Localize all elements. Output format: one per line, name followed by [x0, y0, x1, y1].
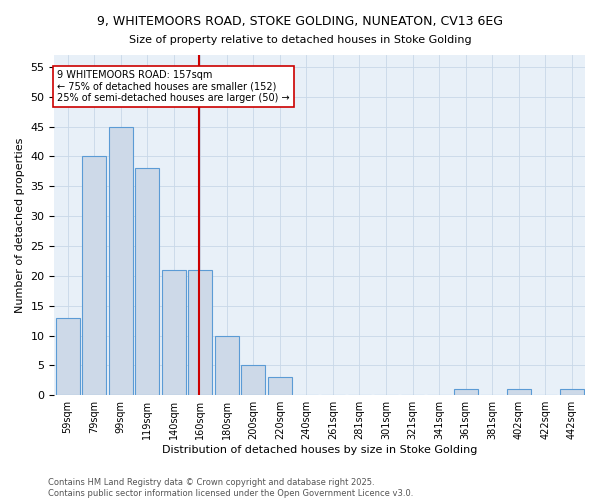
Bar — [82, 156, 106, 395]
Text: Size of property relative to detached houses in Stoke Golding: Size of property relative to detached ho… — [128, 35, 472, 45]
Bar — [241, 366, 265, 395]
Bar — [454, 389, 478, 395]
Bar — [56, 318, 80, 395]
Bar — [215, 336, 239, 395]
Bar — [162, 270, 186, 395]
Bar — [560, 389, 584, 395]
Bar — [136, 168, 159, 395]
Y-axis label: Number of detached properties: Number of detached properties — [15, 138, 25, 313]
Bar — [268, 378, 292, 395]
Text: 9 WHITEMOORS ROAD: 157sqm
← 75% of detached houses are smaller (152)
25% of semi: 9 WHITEMOORS ROAD: 157sqm ← 75% of detac… — [57, 70, 290, 103]
X-axis label: Distribution of detached houses by size in Stoke Golding: Distribution of detached houses by size … — [162, 445, 478, 455]
Bar — [109, 126, 133, 395]
Bar — [507, 389, 530, 395]
Text: 9, WHITEMOORS ROAD, STOKE GOLDING, NUNEATON, CV13 6EG: 9, WHITEMOORS ROAD, STOKE GOLDING, NUNEA… — [97, 15, 503, 28]
Text: Contains HM Land Registry data © Crown copyright and database right 2025.
Contai: Contains HM Land Registry data © Crown c… — [48, 478, 413, 498]
Bar — [188, 270, 212, 395]
